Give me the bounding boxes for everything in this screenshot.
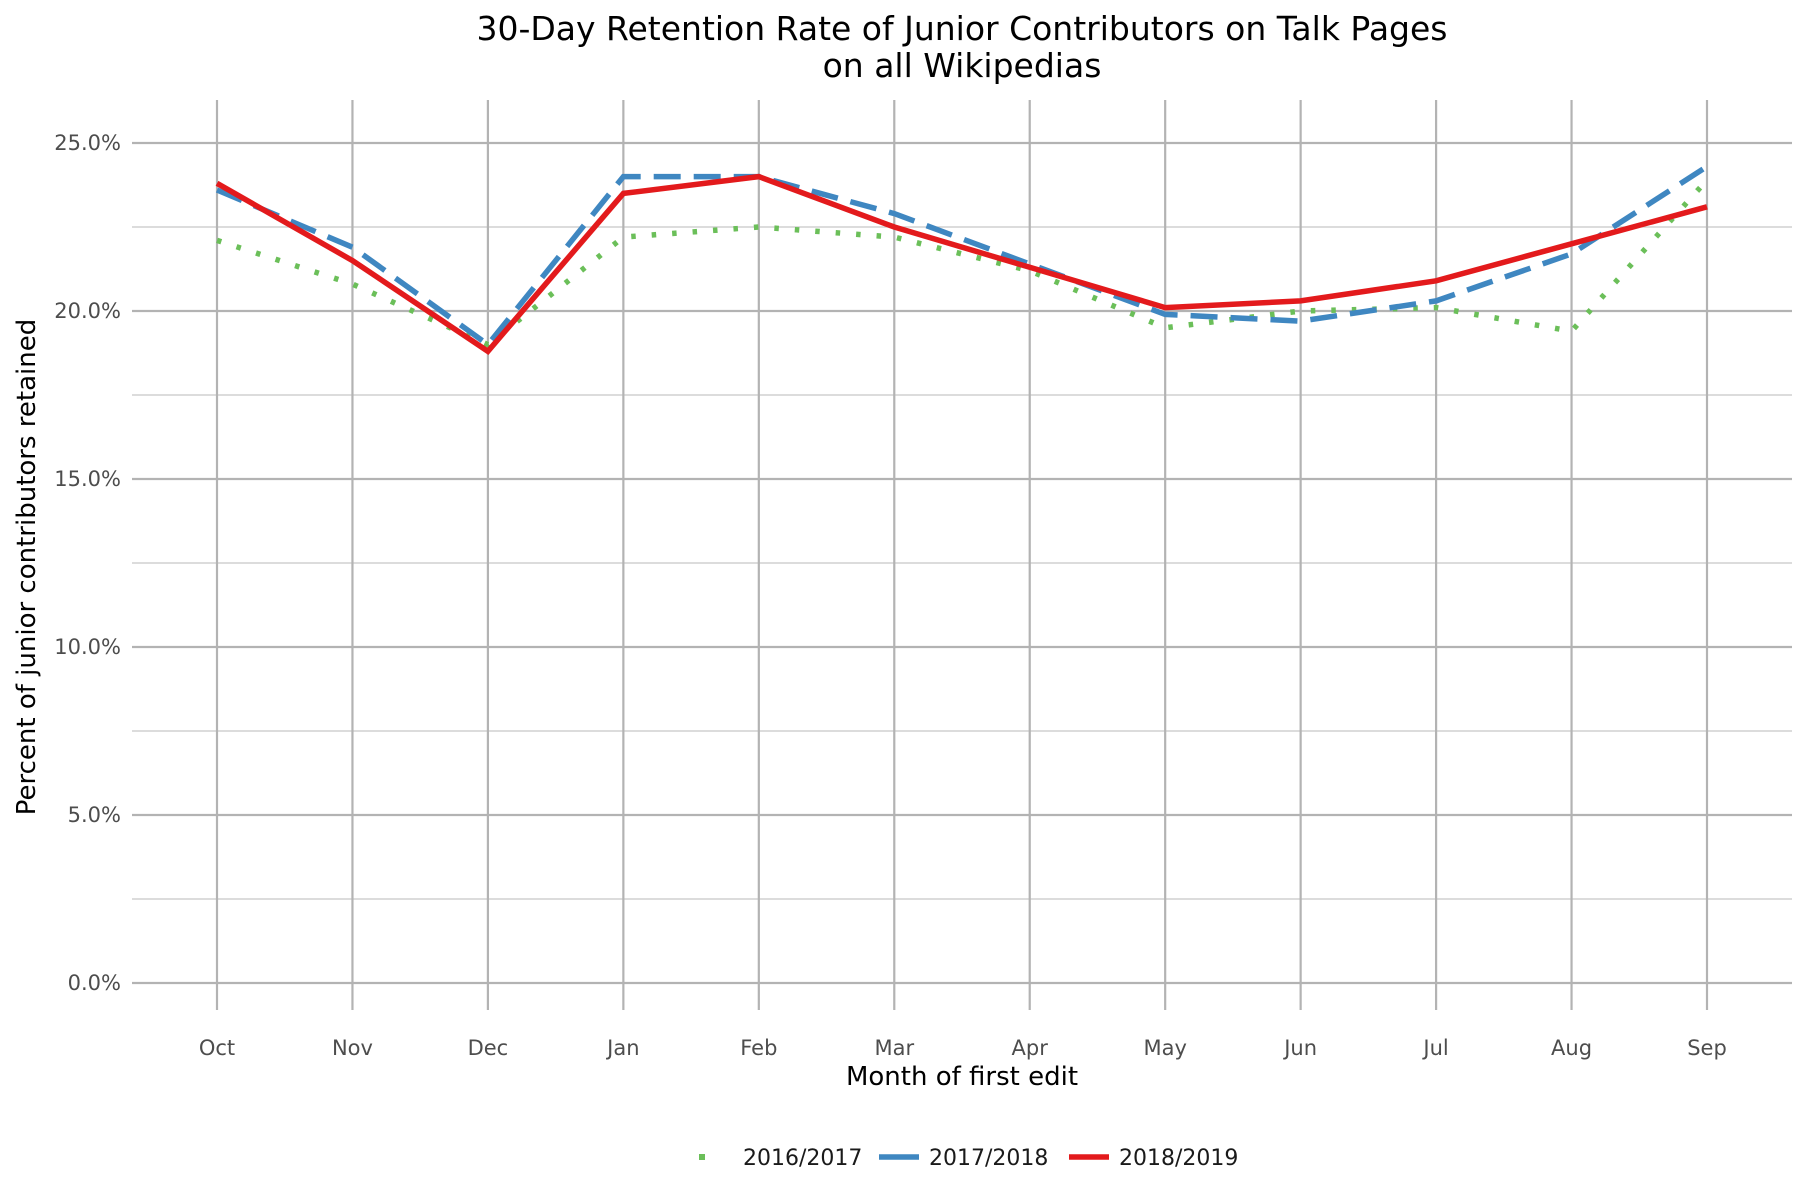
x-tick-label: Mar — [874, 1036, 914, 1060]
chart-title-line-1: 30-Day Retention Rate of Junior Contribu… — [476, 9, 1447, 48]
x-tick-label: Nov — [332, 1036, 373, 1060]
legend-key-2016-2017 — [699, 1154, 705, 1160]
grid-layer — [132, 100, 1792, 1010]
y-axis-title: Percent of junior contributors retained — [12, 319, 42, 816]
legend: 2016/2017 2017/2018 2018/2019 — [699, 1146, 1238, 1171]
x-tick-label: Jul — [1421, 1036, 1448, 1060]
x-tick-label: Sep — [1687, 1036, 1727, 1060]
y-tick-label: 15.0% — [54, 467, 121, 491]
x-tick-label: Dec — [468, 1036, 509, 1060]
legend-item-2016-2017: 2016/2017 — [699, 1146, 862, 1171]
x-tick-label: Oct — [199, 1036, 235, 1060]
series-layer — [215, 164, 1710, 355]
x-tick-label: Jun — [1282, 1036, 1317, 1060]
y-tick-label: 25.0% — [54, 131, 121, 155]
series-line-2018-2019 — [215, 173, 1708, 355]
x-tick-label: May — [1143, 1036, 1186, 1060]
x-tick-label: Apr — [1012, 1036, 1049, 1060]
chart-title-line-2: on all Wikipedias — [823, 46, 1102, 85]
x-tick-label: Feb — [740, 1036, 777, 1060]
legend-label: 2018/2019 — [1119, 1146, 1238, 1171]
legend-item-2017-2018: 2017/2018 — [879, 1146, 1048, 1171]
y-tick-label: 5.0% — [68, 803, 121, 827]
tick-label-layer: 0.0% 5.0% 10.0% 15.0% 20.0% 25.0% Oct Nov Dec Jan… — [54, 131, 1727, 1060]
series-line-2017-2018 — [215, 164, 1709, 349]
x-axis-title: Month of first edit — [846, 1062, 1078, 1092]
x-tick-label: Aug — [1551, 1036, 1592, 1060]
y-tick-label: 10.0% — [54, 635, 121, 659]
x-tick-label: Jan — [605, 1036, 639, 1060]
legend-label: 2017/2018 — [929, 1146, 1048, 1171]
y-tick-label: 0.0% — [68, 971, 121, 995]
legend-item-2018-2019: 2018/2019 — [1069, 1146, 1238, 1171]
y-tick-label: 20.0% — [54, 299, 121, 323]
legend-label: 2016/2017 — [743, 1146, 862, 1171]
